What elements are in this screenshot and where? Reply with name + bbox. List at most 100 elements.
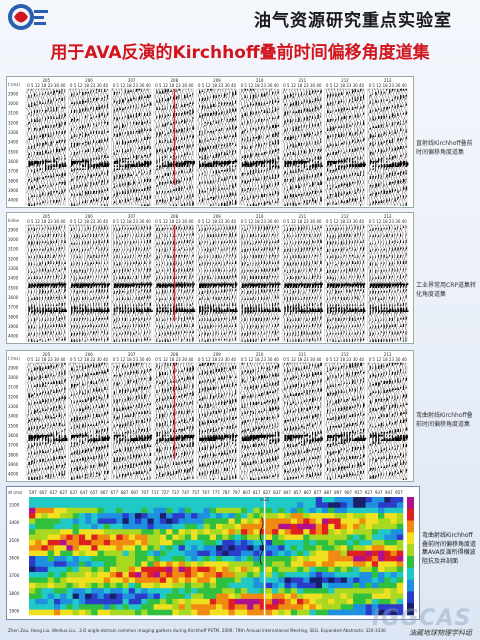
axis-unit: t (ms) xyxy=(8,356,20,361)
angle-ticks: 0 5 12 18 23 30 40 xyxy=(27,219,66,224)
cdp-label: 208 xyxy=(171,78,179,83)
gather-panel-3: 205 0 5 12 18 23 30 40 206 0 5 12 18 23 30 … xyxy=(6,350,414,482)
time-label: 3800 xyxy=(8,178,19,183)
cdp-label: 209 xyxy=(213,352,221,357)
cdp-tick: 737 xyxy=(172,490,180,495)
time-label: 3500 xyxy=(8,423,19,428)
gather-212 xyxy=(324,88,367,206)
cdp-tick: 927 xyxy=(365,490,373,495)
cdp-tick: 717 xyxy=(151,490,159,495)
gather-205 xyxy=(25,88,67,206)
cdp-label: 211 xyxy=(299,78,307,83)
time-label: 3600 xyxy=(9,556,20,561)
time-label: 4000 xyxy=(8,472,19,477)
cdp-label: 205 xyxy=(43,214,51,219)
time-label: 3800 xyxy=(9,591,20,596)
time-label: 3000 xyxy=(8,375,19,380)
color-bar xyxy=(407,497,414,616)
panel-1-caption: 直射线Kirchhoff叠前时间偏移角度道集 xyxy=(416,140,473,156)
cdp-tick: 677 xyxy=(111,490,119,495)
cdp-label: 208 xyxy=(171,352,179,357)
time-label: 3300 xyxy=(9,503,20,508)
angle-ticks: 0 5 12 18 23 30 40 xyxy=(283,357,322,362)
angle-ticks: 0 5 12 18 23 30 40 xyxy=(155,83,194,88)
gather-208 xyxy=(153,88,196,206)
angle-ticks: 0 5 12 18 23 30 40 xyxy=(369,357,408,362)
cdp-tick: 947 xyxy=(385,490,393,495)
gather-206 xyxy=(68,224,111,342)
angle-ticks: 0 5 12 18 23 30 40 xyxy=(70,83,109,88)
angle-ticks: 0 5 12 18 23 30 40 xyxy=(27,357,66,362)
angle-ticks: 0 5 12 18 23 30 40 xyxy=(326,357,365,362)
gather-panel-2: 205 0 5 12 18 23 30 40 206 0 5 12 18 23 30 … xyxy=(6,212,414,344)
time-label: 3200 xyxy=(8,394,19,399)
cdp-label: 209 xyxy=(213,78,221,83)
time-label: 3900 xyxy=(9,609,20,614)
cdp-label: 207 xyxy=(128,352,136,357)
cdp-label: 207 xyxy=(128,78,136,83)
time-label: 3300 xyxy=(8,130,19,135)
gather-206 xyxy=(68,362,110,480)
gather-207 xyxy=(111,362,153,480)
time-label: 4000 xyxy=(8,334,19,339)
cdp-label: 210 xyxy=(256,78,264,83)
axis-unit: t (ms) xyxy=(8,82,20,87)
time-label: 3700 xyxy=(8,169,19,174)
time-label: 3500 xyxy=(8,285,19,290)
time-label: 3800 xyxy=(8,452,19,457)
gather-211 xyxy=(281,362,324,480)
time-label: 3700 xyxy=(8,443,19,448)
cdp-label: 212 xyxy=(341,78,349,83)
gather-210 xyxy=(239,224,282,342)
time-label: 3300 xyxy=(8,404,19,409)
angle-ticks: 0 5 12 18 23 30 40 xyxy=(241,219,280,224)
gather-panel-1: 205 0 5 12 18 23 30 40 206 0 5 12 18 23 30 … xyxy=(6,76,414,208)
cdp-label: 206 xyxy=(85,352,93,357)
time-label: 3600 xyxy=(8,295,19,300)
time-label: 3300 xyxy=(8,266,19,271)
angle-ticks: 0 5 12 18 23 30 40 xyxy=(113,219,152,224)
cdp-label: 206 xyxy=(85,214,93,219)
gather-212 xyxy=(324,224,366,342)
time-label: 4000 xyxy=(8,198,19,203)
gather-211 xyxy=(281,88,324,206)
cdp-label: 206 xyxy=(85,78,93,83)
angle-ticks: 0 5 12 18 23 30 40 xyxy=(27,83,66,88)
cdp-tick: 847 xyxy=(283,490,291,495)
cdp-tick: 917 xyxy=(355,490,363,495)
footer-department: 油藏地球物理学科组 xyxy=(409,629,472,637)
cdp-tick: 607 xyxy=(39,490,47,495)
cdp-tick: 747 xyxy=(182,490,190,495)
cdp-tick: 647 xyxy=(80,490,88,495)
angle-ticks: 0 5 12 18 23 30 40 xyxy=(198,357,237,362)
angle-ticks: 0 5 12 18 23 30 40 xyxy=(70,219,109,224)
angle-ticks: 0 5 12 18 23 30 40 xyxy=(369,83,408,88)
axis-unit: dt (ms) xyxy=(8,490,23,495)
cdp-label: 211 xyxy=(299,352,307,357)
cdp-tick: 867 xyxy=(304,490,312,495)
time-label: 2900 xyxy=(8,227,19,232)
time-label: 3700 xyxy=(9,573,20,578)
cdp-tick: 697 xyxy=(131,490,139,495)
angle-ticks: 0 5 12 18 23 30 40 xyxy=(369,219,408,224)
angle-ticks: 0 5 12 18 23 30 40 xyxy=(326,219,365,224)
time-label: 3900 xyxy=(8,324,19,329)
gather-212 xyxy=(324,362,367,480)
cdp-tick: 767 xyxy=(202,490,210,495)
logo-icon xyxy=(8,4,48,30)
cdp-label: 209 xyxy=(213,214,221,219)
time-label: 3100 xyxy=(8,385,19,390)
angle-ticks: 0 5 12 18 23 30 40 xyxy=(113,357,152,362)
cdp-label: 213 xyxy=(384,352,392,357)
angle-ticks: 0 5 12 18 23 30 40 xyxy=(198,83,237,88)
cdp-label: 212 xyxy=(341,352,349,357)
gather-209 xyxy=(196,362,238,480)
cdp-tick: 857 xyxy=(294,490,302,495)
angle-ticks: 0 5 12 18 23 30 40 xyxy=(155,219,194,224)
lab-name: 油气资源研究重点实验室 xyxy=(254,11,452,31)
angle-ticks: 0 5 12 18 23 30 40 xyxy=(198,219,237,224)
time-label: 3000 xyxy=(8,101,19,106)
time-label: 3600 xyxy=(8,159,19,164)
time-label: 3800 xyxy=(8,314,19,319)
